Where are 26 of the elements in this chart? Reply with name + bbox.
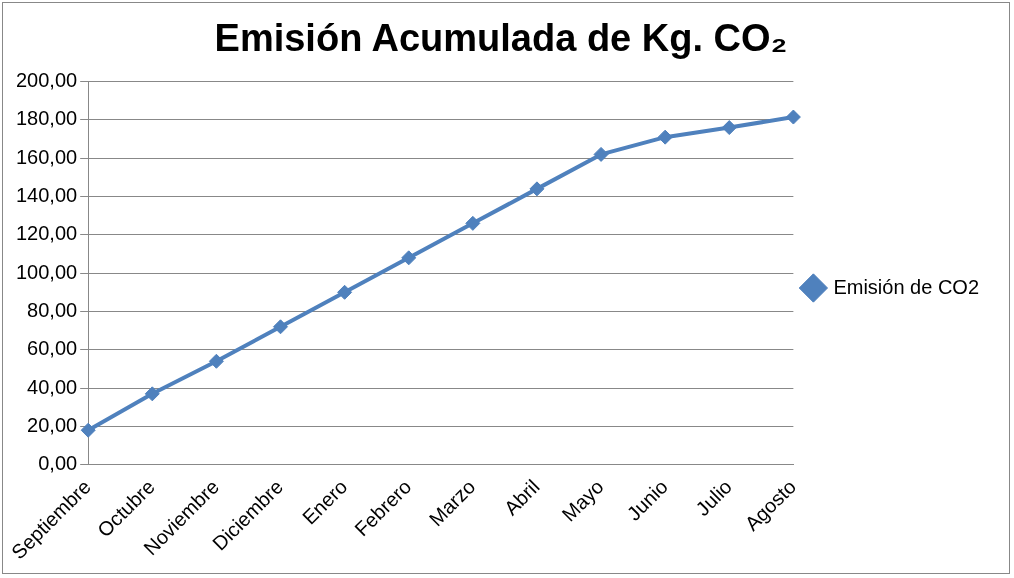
point	[657, 129, 673, 145]
y-tick-label: 180,00	[16, 107, 78, 130]
y-tick-label: 60,00	[27, 337, 78, 360]
legend-label: Emisión de CO2	[833, 275, 980, 298]
point	[785, 109, 801, 125]
y-tick-label: 80,00	[27, 298, 78, 321]
point	[593, 146, 609, 162]
x-tick-label: Julio	[691, 475, 736, 521]
point	[80, 422, 96, 438]
y-tick-label: 20,00	[27, 413, 78, 436]
point	[465, 215, 481, 231]
point	[208, 353, 224, 369]
point	[144, 386, 160, 402]
point	[721, 120, 737, 136]
y-tick-label: 160,00	[16, 145, 78, 168]
point	[337, 284, 353, 300]
y-tick-label: 140,00	[16, 184, 78, 207]
point	[401, 250, 417, 266]
chart-title: Emisión Acumulada de Kg. CO₂	[214, 17, 788, 60]
point	[273, 319, 288, 335]
y-tick-label: 120,00	[16, 222, 78, 245]
point	[529, 181, 545, 197]
y-tick-label: 100,00	[16, 260, 78, 283]
y-tick-label: 40,00	[27, 375, 78, 398]
y-tick-label: 200,00	[16, 69, 78, 92]
y-tick-label: 0,00	[38, 452, 78, 475]
